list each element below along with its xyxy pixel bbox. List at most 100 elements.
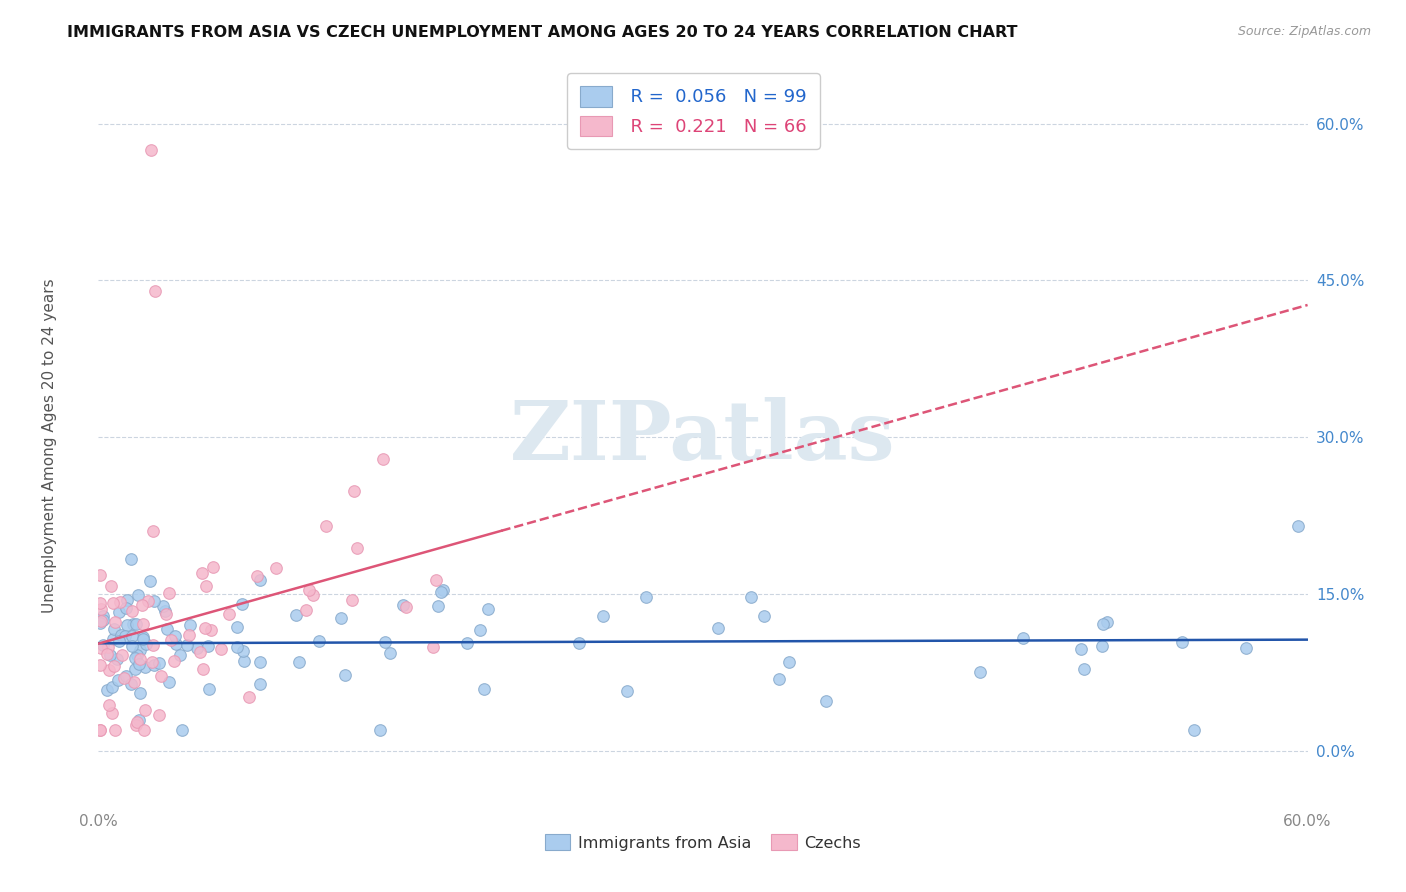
Point (191, 663, 214, 677)
Point (155, 607, 177, 621)
Point (105, 652, 128, 666)
Point (238, 690, 260, 705)
Point (89, 658, 111, 673)
Point (329, 611, 352, 625)
Point (1095, 615, 1118, 630)
Point (104, 615, 127, 629)
Point (225, 620, 247, 634)
Point (91, 608, 114, 623)
Point (179, 618, 201, 632)
Point (1182, 723, 1205, 737)
Point (101, 706, 124, 720)
Point (391, 598, 413, 612)
Point (422, 640, 444, 655)
Point (91, 638, 114, 652)
Point (425, 573, 447, 587)
Point (98, 663, 121, 677)
Point (188, 645, 211, 659)
Point (284, 608, 307, 623)
Point (89, 567, 111, 582)
Point (165, 630, 187, 644)
Point (592, 608, 614, 623)
Point (969, 665, 991, 680)
Point (142, 638, 165, 652)
Point (101, 681, 124, 695)
Point (114, 629, 136, 643)
Point (111, 648, 134, 662)
Point (124, 718, 146, 732)
Point (395, 600, 418, 615)
Point (97, 640, 120, 654)
Point (249, 574, 271, 588)
Point (157, 586, 180, 600)
Point (141, 655, 163, 669)
Point (103, 723, 125, 737)
Point (134, 659, 156, 673)
Point (128, 657, 150, 672)
Point (132, 632, 155, 646)
Point (143, 284, 166, 298)
Point (474, 682, 496, 697)
Text: Unemployment Among Ages 20 to 24 years: Unemployment Among Ages 20 to 24 years (42, 278, 56, 614)
Point (89, 723, 111, 737)
Point (155, 604, 177, 618)
Point (159, 632, 181, 647)
Point (128, 652, 150, 666)
Point (132, 630, 155, 644)
Point (135, 637, 157, 651)
Point (432, 582, 454, 597)
Point (346, 541, 368, 555)
Point (121, 604, 143, 618)
Point (295, 603, 318, 617)
Point (225, 640, 247, 654)
Point (470, 624, 492, 638)
Point (89, 616, 111, 631)
Point (380, 646, 402, 660)
Point (165, 637, 187, 651)
Point (373, 451, 395, 466)
Point (108, 633, 131, 648)
Point (127, 714, 149, 729)
Point (108, 605, 131, 619)
Point (1070, 642, 1092, 657)
Point (96, 683, 118, 698)
Point (308, 633, 330, 648)
Point (89, 723, 111, 737)
Point (232, 654, 254, 668)
Point (124, 675, 146, 690)
Point (1011, 631, 1033, 645)
Point (115, 617, 138, 632)
Point (707, 621, 730, 635)
Point (91, 614, 114, 628)
Point (374, 635, 396, 649)
Point (288, 655, 311, 669)
Point (429, 585, 451, 599)
Point (101, 596, 124, 610)
Point (477, 602, 499, 616)
Point (177, 628, 200, 642)
Point (110, 594, 132, 608)
Point (209, 642, 232, 657)
Legend: Immigrants from Asia, Czechs: Immigrants from Asia, Czechs (538, 828, 868, 857)
Point (125, 648, 148, 663)
Point (103, 623, 125, 637)
Point (129, 643, 152, 657)
Point (298, 583, 321, 598)
Point (302, 588, 325, 602)
Point (456, 636, 478, 650)
Point (1286, 519, 1309, 533)
Point (162, 654, 184, 668)
Point (97, 698, 120, 712)
Point (124, 662, 146, 676)
Text: IMMIGRANTS FROM ASIA VS CZECH UNEMPLOYMENT AMONG AGES 20 TO 24 YEARS CORRELATION: IMMIGRANTS FROM ASIA VS CZECH UNEMPLOYME… (67, 25, 1018, 40)
Point (157, 675, 180, 690)
Point (115, 668, 138, 682)
Point (134, 703, 156, 717)
Point (815, 694, 838, 708)
Point (90, 602, 112, 616)
Point (89, 596, 111, 610)
Point (139, 143, 162, 157)
Point (426, 599, 449, 613)
Point (768, 673, 790, 687)
Point (117, 593, 139, 607)
